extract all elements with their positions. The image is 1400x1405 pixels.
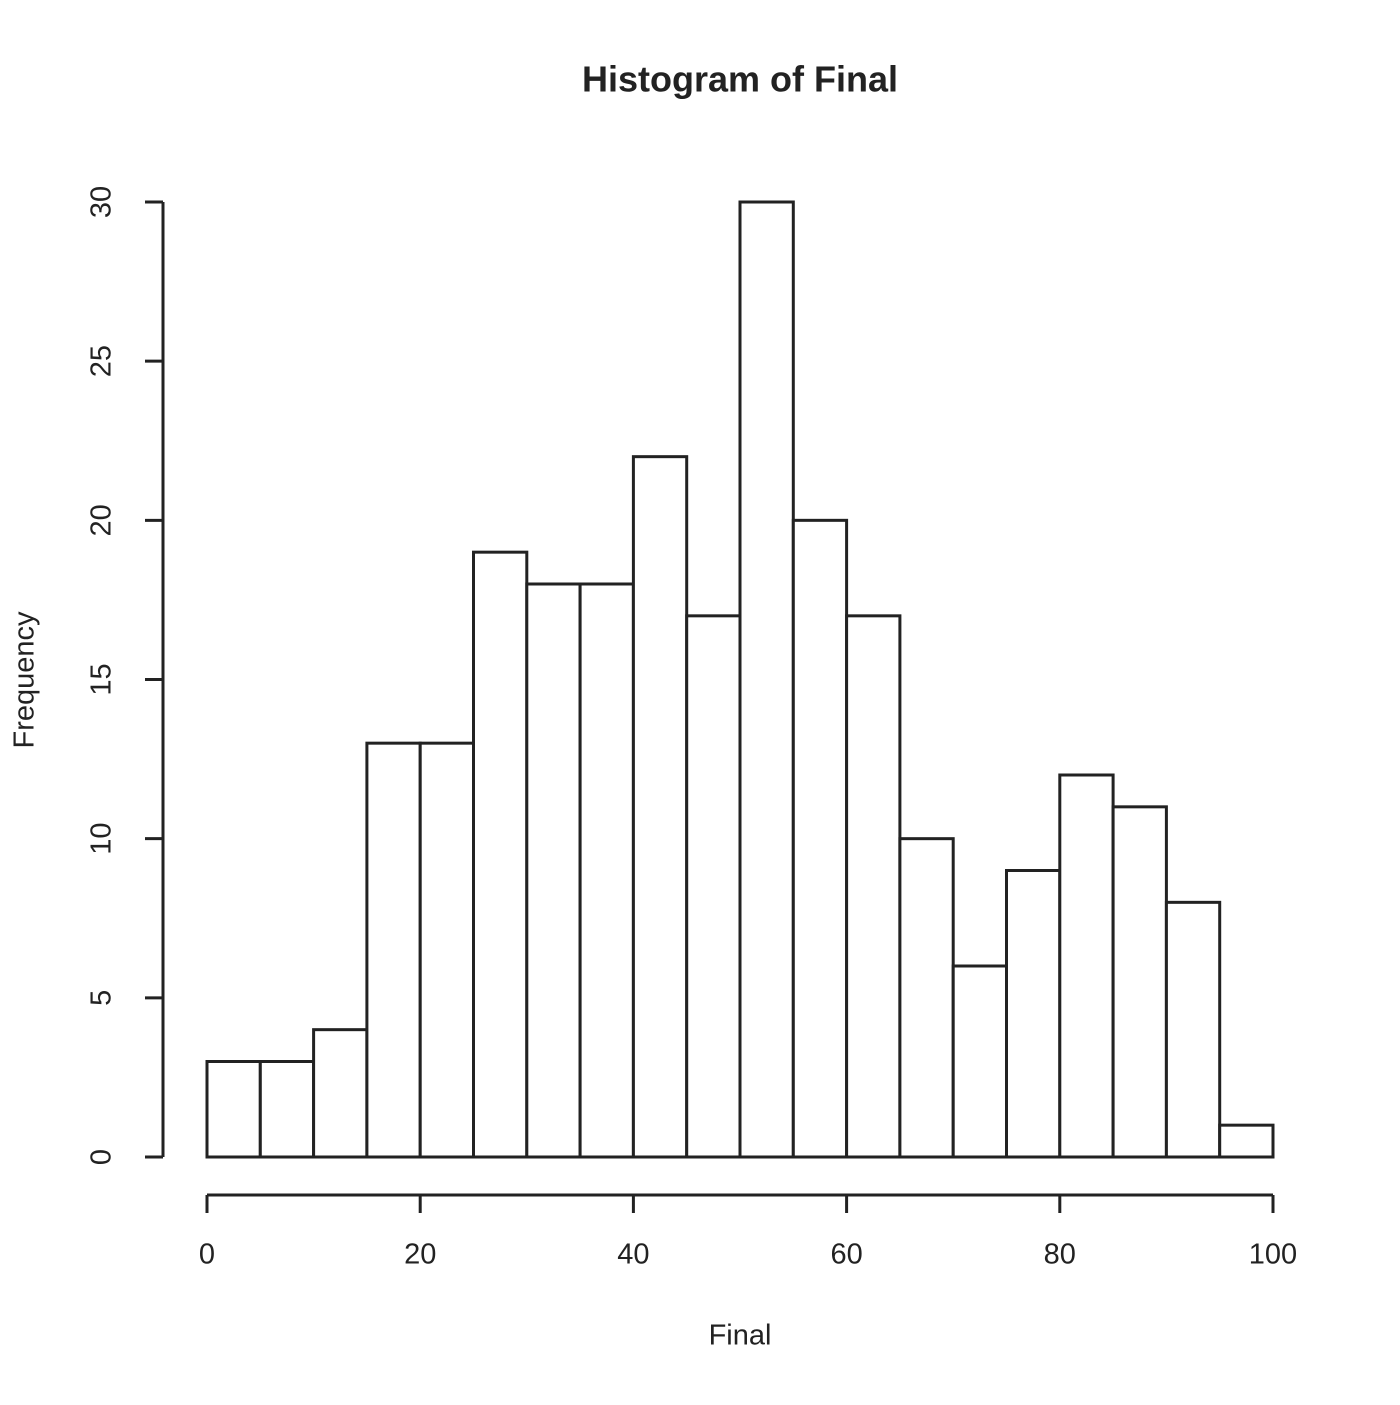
bar [418,741,476,1159]
y-tick-label: 30 [86,186,118,218]
bar [472,550,529,1159]
chart-title: Histogram of Final [582,59,898,100]
y-tick-label: 0 [86,1149,118,1165]
y-tick-label: 15 [86,663,118,695]
x-tick-label: 0 [199,1239,215,1271]
y-tick-label: 10 [86,823,118,855]
bar [1164,900,1222,1159]
bar [1058,773,1115,1159]
bar [525,582,582,1159]
x-tick-label: 40 [617,1239,649,1271]
y-tick-label: 25 [86,345,118,377]
bar [578,582,635,1159]
bar [685,614,742,1159]
bar [1005,869,1062,1159]
bar [258,1060,316,1159]
axes [145,200,1275,1213]
bar [1111,805,1168,1159]
bar [791,518,849,1159]
bar [898,837,955,1159]
bar [845,614,902,1159]
y-tick-label: 20 [86,504,118,536]
bar [1218,1123,1275,1159]
bar [631,455,689,1159]
x-tick-label: 20 [404,1239,436,1271]
y-tick-label: 5 [86,990,118,1006]
x-tick-label: 100 [1249,1239,1297,1271]
x-tick-label: 80 [1044,1239,1076,1271]
y-axis-label: Frequency [9,611,41,749]
x-tick-label: 60 [830,1239,862,1271]
bar [738,200,795,1159]
x-axis-label: Final [709,1320,772,1352]
bar [205,1060,262,1159]
bar [951,964,1009,1159]
bar [312,1028,369,1159]
bar [365,741,422,1159]
